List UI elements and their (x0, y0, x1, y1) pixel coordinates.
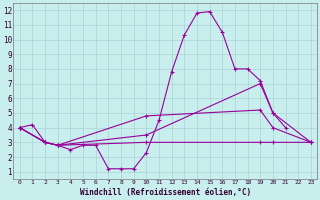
X-axis label: Windchill (Refroidissement éolien,°C): Windchill (Refroidissement éolien,°C) (80, 188, 251, 197)
